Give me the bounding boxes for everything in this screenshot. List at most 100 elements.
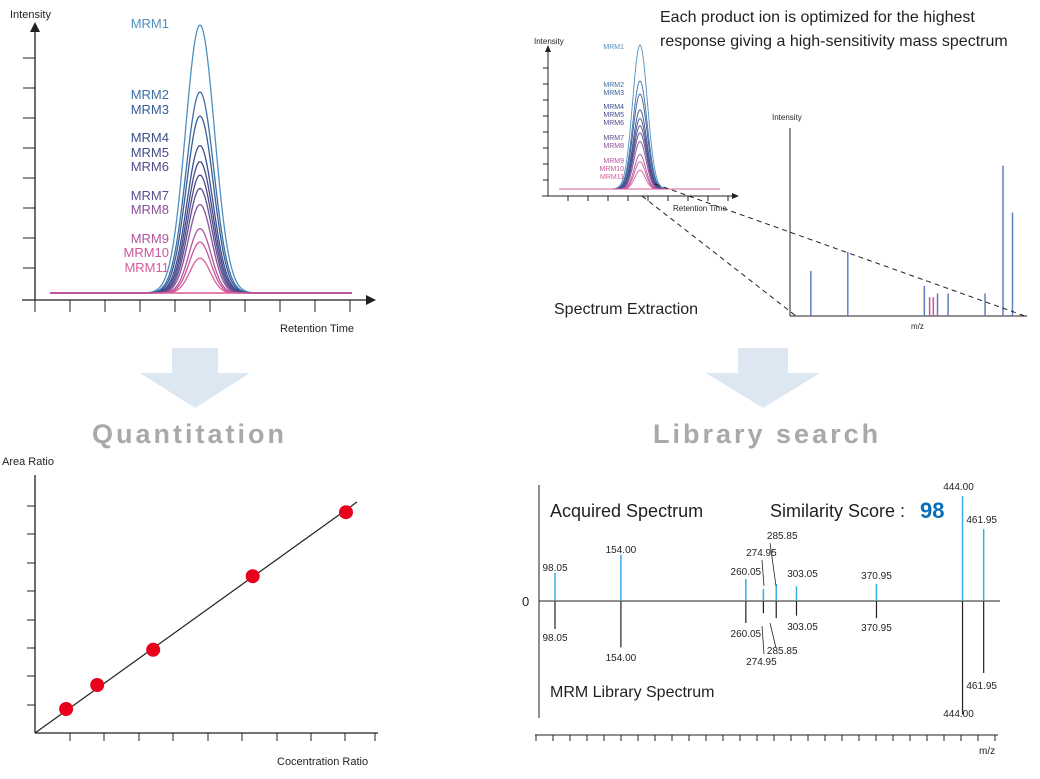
down-arrow-left [140, 348, 250, 408]
mini-mrm-trace-11 [559, 169, 720, 190]
mini-mrm-label-2: MRM2 [603, 82, 624, 89]
spectrum-y-label: Intensity [772, 113, 802, 122]
mini-mrm-label-1: MRM1 [603, 44, 624, 51]
mini-mrm-trace-6 [559, 125, 720, 190]
zoom-line-lower [641, 195, 797, 317]
acquired-peak-label-5: 285.85 [767, 531, 798, 542]
mrm-label-8: MRM8 [131, 202, 169, 217]
mini-y-arrowhead [545, 45, 551, 52]
mrm-label-4: MRM4 [131, 130, 169, 145]
library-peak-label-3: 260.05 [731, 629, 762, 640]
peak-label-leader [761, 625, 765, 655]
calibration-y-label: Area Ratio [2, 456, 54, 468]
library-peak-label-4: 274.95 [746, 657, 777, 668]
calibration-point-4 [245, 569, 260, 584]
caption-line-2: response giving a high-sensitivity mass … [660, 33, 1008, 50]
mrm-label-1: MRM1 [131, 16, 169, 31]
mrm-trace-7 [50, 187, 352, 294]
library-peak-label-8: 444.00 [943, 709, 974, 720]
mini-mrm-trace-1 [559, 44, 720, 190]
x-axis-label: Retention Time [280, 323, 354, 335]
mrm-label-6: MRM6 [131, 159, 169, 174]
calibration-point-2 [90, 678, 105, 692]
acquired-peak-label-9: 461.95 [966, 515, 997, 526]
mrm-trace-11 [50, 257, 352, 294]
peak-label-leader [769, 622, 777, 649]
down-arrow-right [706, 348, 820, 408]
mini-mrm-trace-7 [559, 132, 720, 190]
x-axis-arrowhead [366, 295, 376, 305]
mrm-trace-8 [50, 203, 352, 294]
acquired-peak-label-8: 444.00 [943, 482, 974, 493]
mini-mrm-label-4: MRM4 [603, 104, 624, 111]
mirror-x-label: m/z [979, 746, 995, 757]
mini-mrm-label-11: MRM11 [600, 174, 624, 181]
mini-mrm-label-9: MRM9 [603, 158, 624, 165]
mini-x-label: Retention Time [673, 204, 727, 213]
mrm-label-10: MRM10 [123, 245, 169, 260]
spectrum-x-label: m/z [911, 322, 924, 331]
mrm-label-3: MRM3 [131, 102, 169, 117]
mini-mrm-trace-2 [559, 80, 720, 190]
mini-mrm-label-3: MRM3 [603, 90, 624, 97]
library-peak-label-7: 370.95 [861, 623, 892, 634]
mrm-trace-10 [50, 241, 352, 294]
zoom-line-upper [654, 183, 1026, 317]
similarity-score-value: 98 [920, 498, 944, 523]
quantitation-panel: Area Ratio Cocentration Ratio [2, 456, 378, 768]
calibration-point-3 [146, 642, 161, 657]
mrm-trace-4 [50, 144, 352, 294]
mini-mrm-trace-5 [559, 117, 720, 190]
acquired-peak-label-7: 370.95 [861, 571, 892, 582]
calibration-fit-line [34, 501, 358, 734]
mrm-trace-6 [50, 174, 352, 294]
mrm-trace-2 [50, 91, 352, 294]
mini-x-arrowhead [732, 193, 739, 199]
peak-label-leader [761, 559, 765, 587]
mrm-label-9: MRM9 [131, 231, 169, 246]
mini-y-label: Intensity [534, 37, 564, 46]
library-peak-label-2: 154.00 [606, 653, 637, 664]
acquired-peak-label-1: 98.05 [542, 563, 567, 574]
y-axis-arrowhead [30, 22, 40, 32]
spectrum-extraction-label: Spectrum Extraction [554, 301, 699, 318]
mini-mrm-label-6: MRM6 [603, 120, 624, 127]
library-peak-label-6: 303.05 [787, 622, 818, 633]
library-search-panel: 0 m/z Acquired Spectrum MRM Library Spectru… [522, 482, 1000, 757]
library-peak-label-1: 98.05 [542, 633, 567, 644]
mini-mrm-label-7: MRM7 [603, 135, 624, 142]
peak-label-leader [769, 542, 777, 587]
mini-mrm-trace-10 [559, 161, 720, 190]
acquired-spectrum-label: Acquired Spectrum [550, 501, 703, 521]
quantitation-title: Quantitation [92, 419, 287, 449]
mini-mrm-trace-9 [559, 153, 720, 190]
caption-line-1: Each product ion is optimized for the hi… [660, 9, 975, 26]
mini-mrm-label-8: MRM8 [603, 143, 624, 150]
mini-mrm-trace-8 [559, 140, 720, 190]
flow-arrows [140, 348, 820, 408]
acquired-peak-label-6: 303.05 [787, 569, 818, 580]
mrm-label-5: MRM5 [131, 145, 169, 160]
mini-mrm-label-5: MRM5 [603, 112, 624, 119]
mrm-label-2: MRM2 [131, 87, 169, 102]
zero-label: 0 [522, 594, 529, 609]
y-axis-label: Intensity [10, 9, 51, 21]
acquired-peak-label-3: 260.05 [731, 567, 762, 578]
calibration-point-5 [339, 505, 353, 520]
acquired-peak-label-2: 154.00 [606, 545, 637, 556]
library-peak-label-9: 461.95 [966, 681, 997, 692]
calibration-x-label: Cocentration Ratio [277, 756, 368, 768]
mrm-label-11: MRM11 [124, 260, 169, 275]
mini-mrm-label-10: MRM10 [599, 166, 624, 173]
library-peak-label-5: 285.85 [767, 646, 798, 657]
mrm-trace-1 [50, 24, 352, 294]
mrm-trace-9 [50, 228, 352, 294]
acquired-peak-label-4: 274.95 [746, 548, 777, 559]
mrm-trace-5 [50, 160, 352, 294]
similarity-score-label: Similarity Score : [770, 501, 905, 521]
mrm-label-7: MRM7 [131, 188, 169, 203]
